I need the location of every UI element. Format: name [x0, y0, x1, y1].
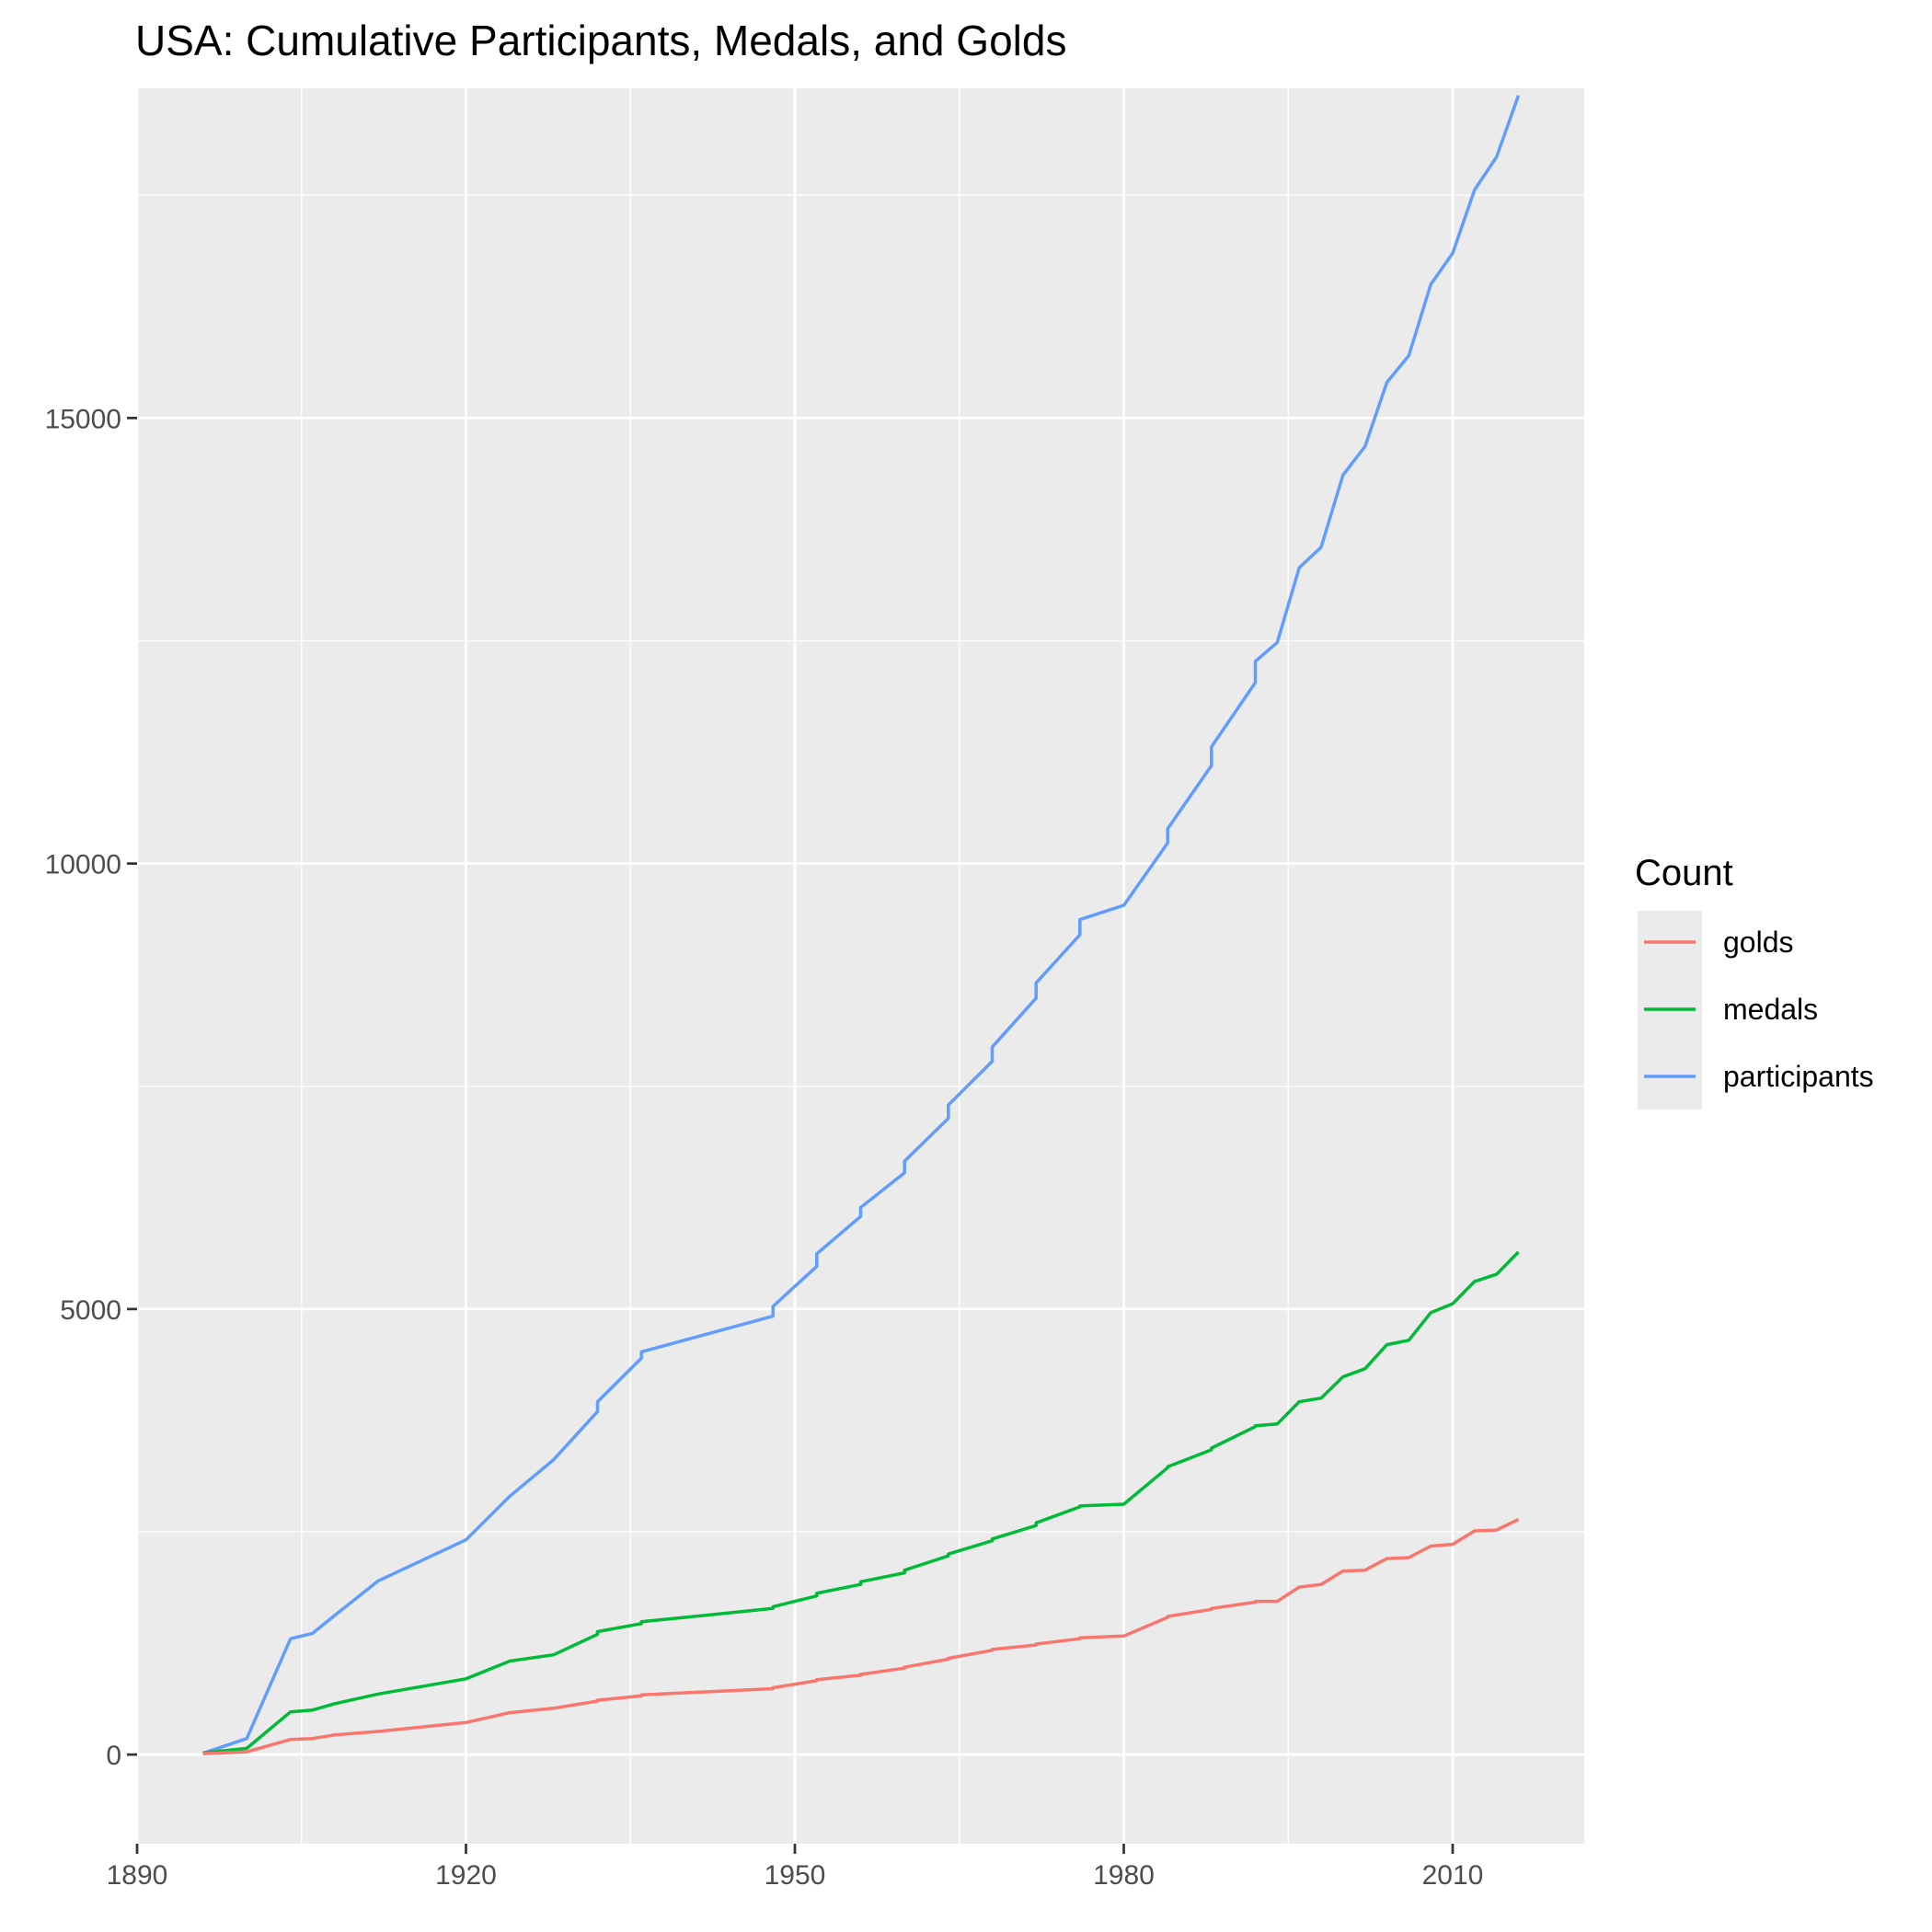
legend-item-participants: participants	[1644, 1060, 1874, 1093]
y-tick-label: 0	[106, 1741, 121, 1771]
legend-label-participants: participants	[1723, 1060, 1874, 1093]
x-tick-label: 2010	[1422, 1860, 1484, 1891]
legend-label-medals: medals	[1723, 993, 1818, 1026]
legend: Count golds medals participants	[1635, 853, 1874, 1110]
chart-title: USA: Cumulative Participants, Medals, an…	[135, 17, 1066, 64]
x-tick-label: 1890	[107, 1860, 168, 1891]
y-tick-label: 5000	[60, 1295, 121, 1326]
y-tick-label: 15000	[45, 404, 121, 434]
legend-item-medals: medals	[1644, 993, 1818, 1026]
minor-gridlines	[137, 88, 1584, 1844]
major-gridlines	[135, 88, 1584, 1844]
legend-item-golds: golds	[1644, 926, 1794, 959]
x-tick-label: 1920	[435, 1860, 497, 1891]
x-axis: 1890 1920 1950 1980 2010	[107, 1844, 1484, 1891]
series-line-medals	[202, 1250, 1520, 1754]
series-line-golds	[202, 1517, 1520, 1755]
y-tick-label: 10000	[45, 850, 121, 880]
series-lines	[201, 95, 1521, 1755]
series-line-participants	[201, 95, 1521, 1755]
plot-panel	[137, 88, 1584, 1844]
x-tick-label: 1980	[1093, 1860, 1155, 1891]
x-tick-label: 1950	[765, 1860, 826, 1891]
legend-title: Count	[1635, 853, 1733, 893]
legend-label-golds: golds	[1723, 926, 1794, 959]
y-axis: 0 5000 10000 15000	[45, 404, 137, 1771]
